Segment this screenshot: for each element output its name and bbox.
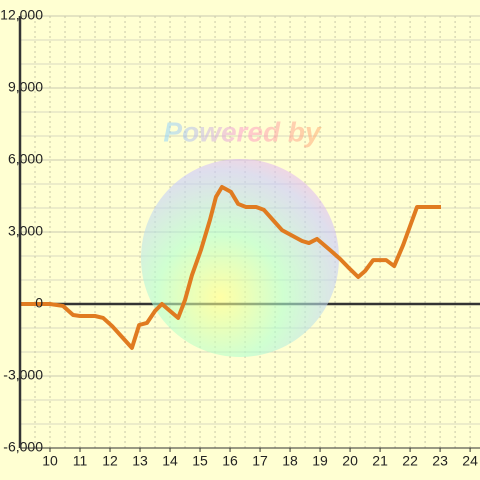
x-tick-label: 22 <box>402 453 418 469</box>
x-tick-label: 12 <box>102 453 118 469</box>
x-tick-label: 23 <box>432 453 448 469</box>
x-tick-label: 15 <box>192 453 208 469</box>
line <box>20 185 441 350</box>
x-tick-label: 18 <box>282 453 298 469</box>
y-tick-label: -6,000 <box>3 439 43 455</box>
y-tick-label: 3,000 <box>8 223 43 239</box>
y-tick-label: 9,000 <box>8 79 43 95</box>
watermark-logo <box>141 159 339 357</box>
x-tick-label: 13 <box>132 453 148 469</box>
y-tick-label: -3,000 <box>3 367 43 383</box>
y-tick-label: 0 <box>35 295 43 311</box>
x-tick-label: 11 <box>73 453 88 469</box>
y-tick-label: 12,000 <box>0 7 43 23</box>
x-tick-label: 14 <box>162 453 178 469</box>
y-tick-label: 6,000 <box>8 151 43 167</box>
watermark: Powered by <box>163 116 322 147</box>
x-tick-label: 20 <box>342 453 358 469</box>
x-tick-label: 16 <box>222 453 238 469</box>
x-tick-label: 10 <box>42 453 58 469</box>
x-tick-label: 24 <box>462 453 478 469</box>
x-tick-label: 17 <box>252 453 268 469</box>
x-tick-label: 21 <box>372 453 388 469</box>
plot <box>20 185 441 350</box>
x-tick-label: 19 <box>312 453 328 469</box>
